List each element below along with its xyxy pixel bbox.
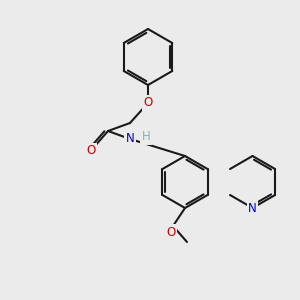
Text: N: N (248, 202, 257, 214)
Text: N: N (126, 133, 134, 146)
Text: O: O (86, 145, 96, 158)
Text: O: O (143, 97, 153, 110)
Text: O: O (167, 226, 176, 238)
Text: H: H (142, 130, 150, 143)
